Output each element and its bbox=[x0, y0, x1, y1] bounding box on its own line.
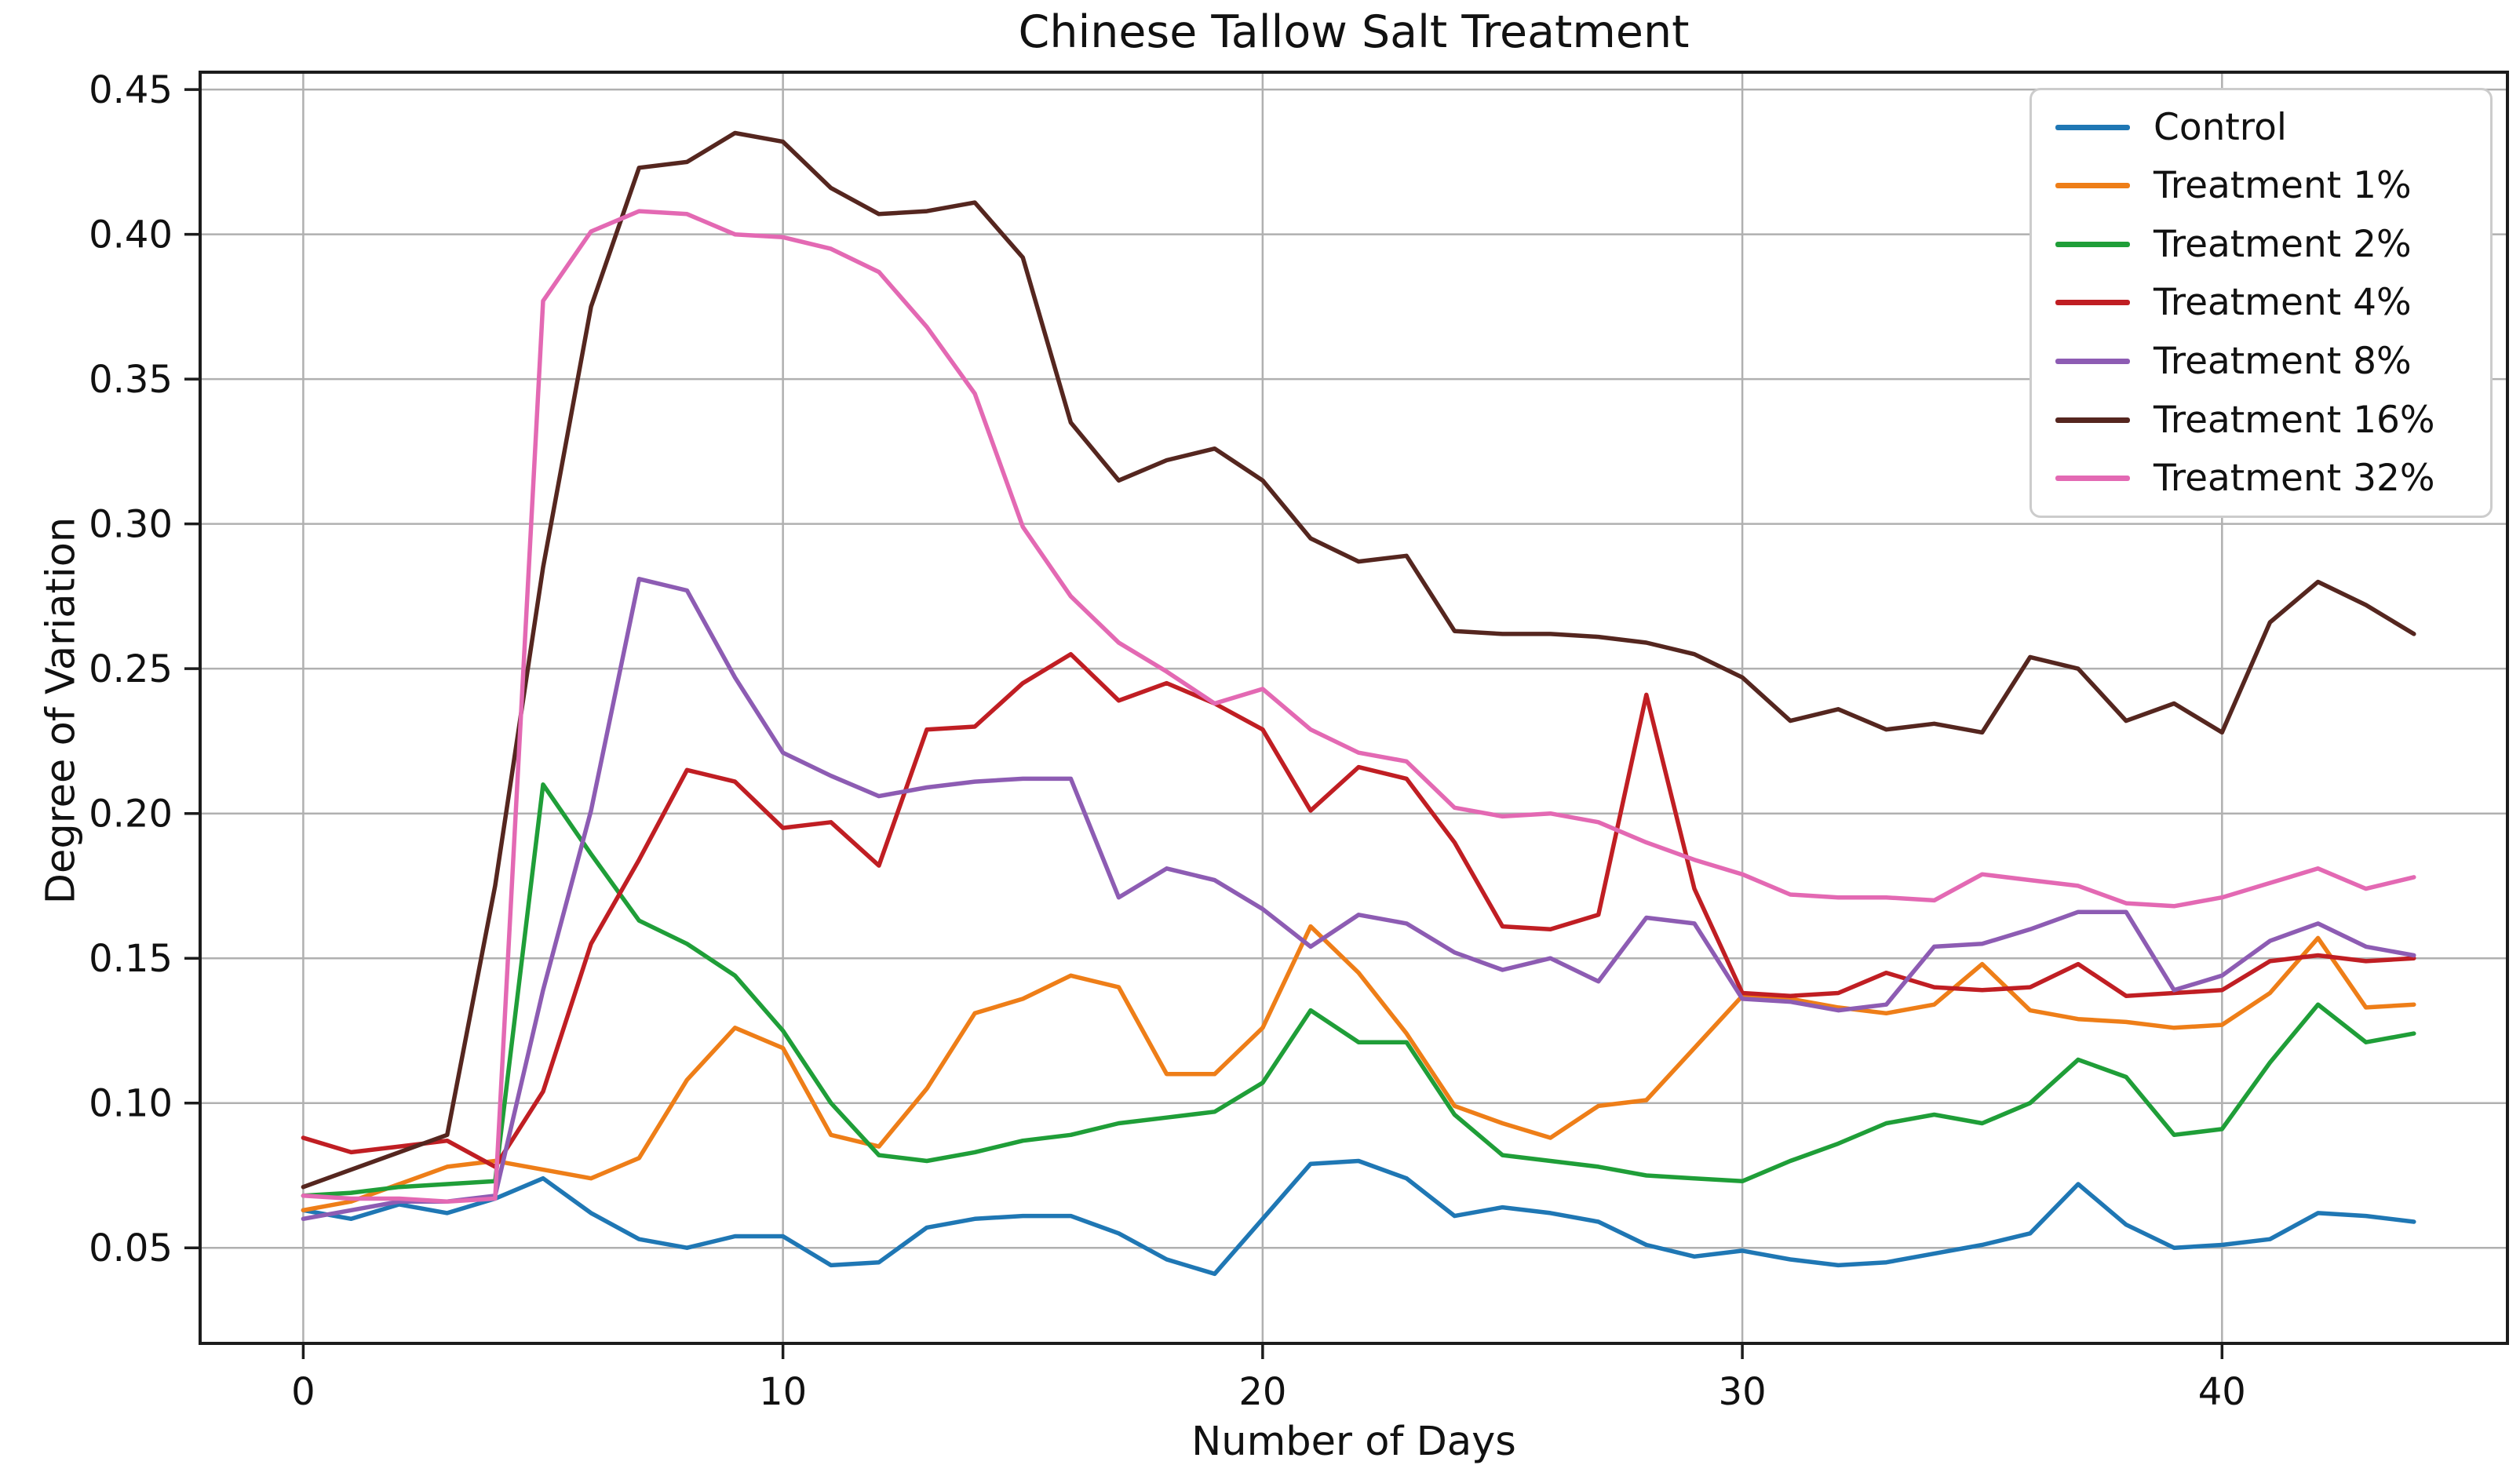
legend-label-treatment-2-: Treatment 2% bbox=[2153, 222, 2412, 266]
legend-swatch-treatment-16- bbox=[2055, 417, 2130, 423]
series-line-treatment-1- bbox=[301, 924, 2416, 1213]
y-tick-label-0.25: 0.25 bbox=[89, 647, 173, 691]
legend-swatch-treatment-8- bbox=[2055, 359, 2130, 365]
legend-label-treatment-4-: Treatment 4% bbox=[2153, 281, 2412, 325]
series-line-control bbox=[301, 1158, 2416, 1277]
y-tick-label-0.3: 0.30 bbox=[89, 503, 173, 547]
x-tick-label-30: 30 bbox=[1719, 1370, 1767, 1414]
y-tick-label-0.1: 0.10 bbox=[89, 1082, 173, 1126]
y-tick-label-0.05: 0.05 bbox=[89, 1226, 173, 1270]
series-line-treatment-16- bbox=[301, 130, 2416, 1190]
series-line-treatment-2- bbox=[301, 782, 2416, 1198]
x-tick-label-40: 40 bbox=[2198, 1370, 2246, 1414]
legend-item-treatment-8-: Treatment 8% bbox=[2032, 334, 2490, 389]
legend-item-treatment-2-: Treatment 2% bbox=[2032, 217, 2490, 272]
legend-label-treatment-1-: Treatment 1% bbox=[2153, 164, 2412, 208]
legend-item-treatment-32-: Treatment 32% bbox=[2032, 451, 2490, 506]
legend-item-control: Control bbox=[2032, 100, 2490, 155]
y-tick-label-0.35: 0.35 bbox=[89, 358, 173, 402]
legend-item-treatment-1-: Treatment 1% bbox=[2032, 159, 2490, 213]
legend-label-treatment-16-: Treatment 16% bbox=[2153, 398, 2435, 442]
x-axis-label: Number of Days bbox=[1191, 1419, 1516, 1465]
x-tick-label-10: 10 bbox=[759, 1370, 807, 1414]
series-line-treatment-4- bbox=[301, 651, 2416, 1169]
x-tick-label-0: 0 bbox=[291, 1370, 315, 1414]
legend-swatch-treatment-2- bbox=[2055, 241, 2130, 247]
legend-label-treatment-8-: Treatment 8% bbox=[2153, 340, 2412, 384]
legend-swatch-treatment-4- bbox=[2055, 300, 2130, 306]
legend-swatch-treatment-32- bbox=[2055, 476, 2130, 482]
legend-swatch-treatment-1- bbox=[2055, 183, 2130, 189]
legend-label-treatment-32-: Treatment 32% bbox=[2153, 457, 2435, 501]
legend: Control Treatment 1% Treatment 2% Treatment… bbox=[2029, 88, 2493, 518]
y-tick-label-0.2: 0.20 bbox=[89, 793, 173, 836]
legend-label-control: Control bbox=[2153, 105, 2287, 149]
legend-swatch-control bbox=[2055, 124, 2130, 130]
y-axis-label: Degree of Variation bbox=[38, 516, 85, 905]
y-tick-label-0.45: 0.45 bbox=[89, 68, 173, 112]
legend-item-treatment-16-: Treatment 16% bbox=[2032, 392, 2490, 447]
chart-title: Chinese Tallow Salt Treatment bbox=[1018, 6, 1690, 58]
y-tick-label-0.15: 0.15 bbox=[89, 937, 173, 981]
axes-spines bbox=[199, 71, 2509, 1345]
series-line-treatment-32- bbox=[301, 209, 2416, 1204]
legend-item-treatment-4-: Treatment 4% bbox=[2032, 275, 2490, 330]
series-line-treatment-8- bbox=[301, 577, 2416, 1222]
y-tick-label-0.4: 0.40 bbox=[89, 213, 173, 257]
x-tick-label-20: 20 bbox=[1238, 1370, 1286, 1414]
